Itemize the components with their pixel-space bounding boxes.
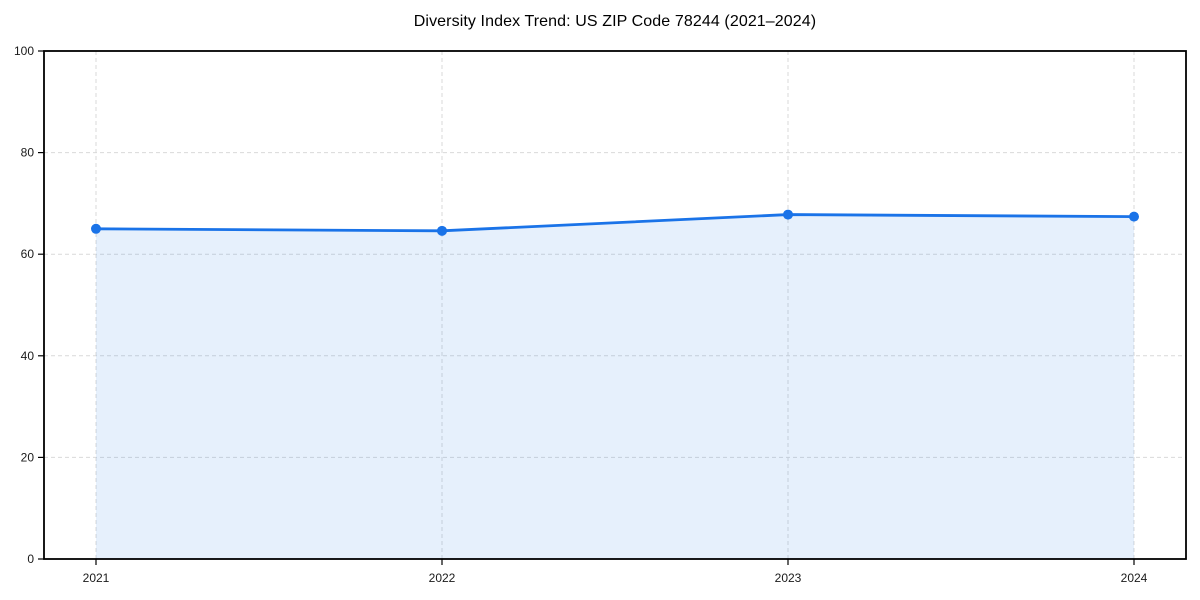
y-tick-label: 20 <box>21 450 35 464</box>
y-tick-label: 0 <box>27 552 34 566</box>
y-tick-label: 40 <box>21 349 35 363</box>
trend-line <box>94 213 1136 233</box>
data-point <box>437 225 447 236</box>
x-tick-label: 2022 <box>429 571 456 585</box>
x-tick-label: 2023 <box>775 571 802 585</box>
data-point <box>91 223 101 234</box>
x-tick-label: 2024 <box>1121 571 1148 585</box>
y-axis: 0 20 40 60 80 100 <box>14 44 44 566</box>
y-tick-label: 60 <box>21 247 35 261</box>
y-tick-label: 80 <box>21 146 35 160</box>
data-point <box>1129 211 1139 222</box>
chart-title: Diversity Index Trend: US ZIP Code 78244… <box>413 13 817 30</box>
area-fill <box>96 214 1134 560</box>
data-point <box>783 209 793 220</box>
plot-frame <box>43 50 1187 560</box>
data-points <box>91 209 1139 236</box>
y-tick-label: 100 <box>14 44 34 58</box>
x-tick-label: 2021 <box>83 571 110 585</box>
gridlines <box>44 51 1186 559</box>
x-axis: 2021 2022 2023 2024 <box>83 559 1148 585</box>
